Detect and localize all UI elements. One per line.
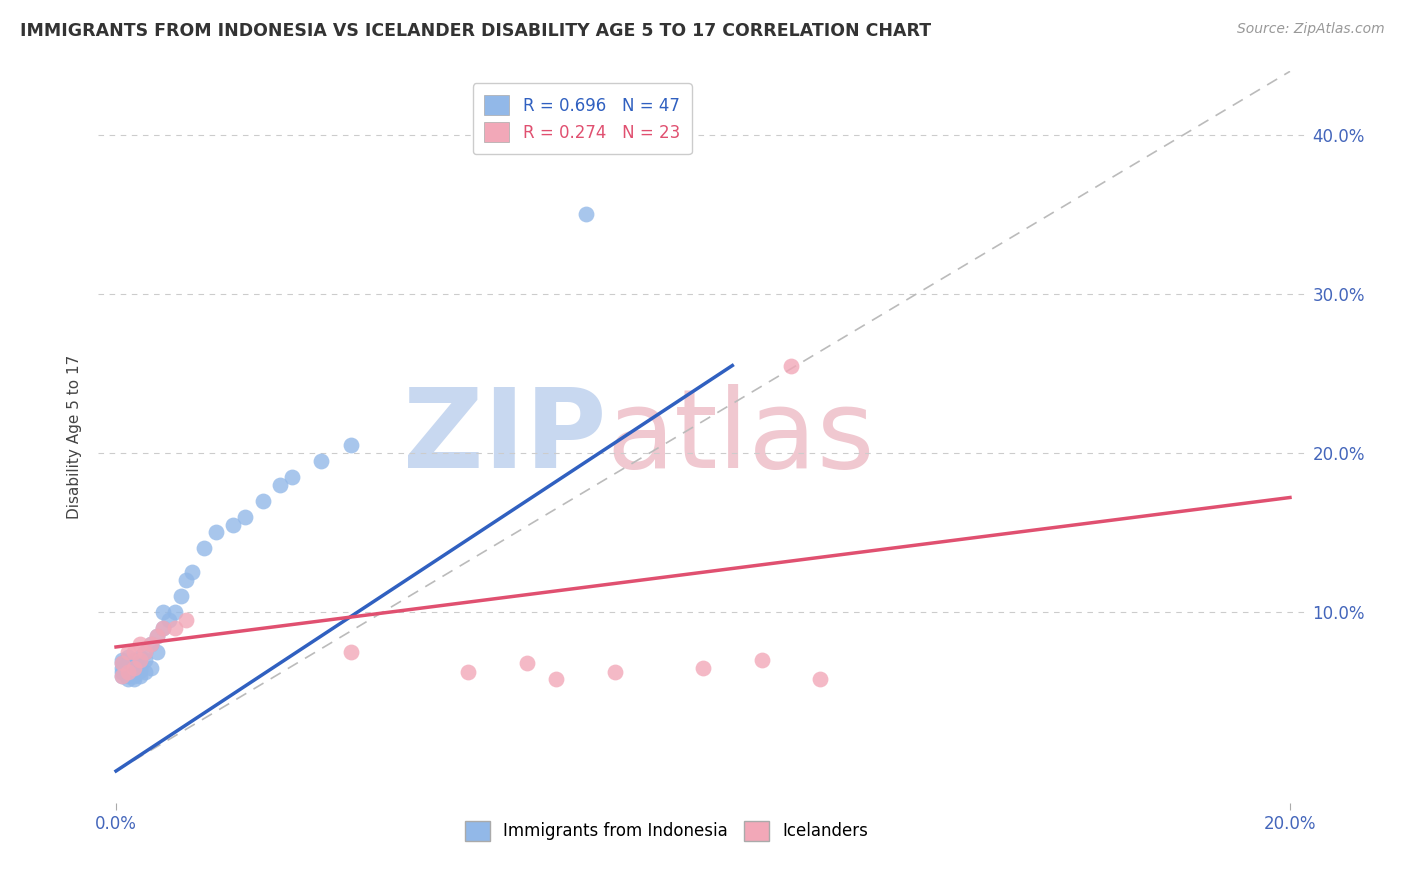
Point — [117, 665, 139, 680]
Point — [146, 629, 169, 643]
Point — [111, 660, 134, 674]
Point — [340, 438, 363, 452]
Point — [117, 657, 139, 672]
Point — [122, 665, 145, 680]
Point — [204, 525, 226, 540]
Point — [457, 665, 479, 680]
Point — [575, 207, 598, 221]
Point — [111, 656, 134, 670]
Point — [141, 660, 163, 674]
Point — [152, 605, 174, 619]
Point — [233, 509, 256, 524]
Point — [222, 517, 245, 532]
Point — [111, 668, 134, 682]
Point — [117, 649, 139, 664]
Text: atlas: atlas — [606, 384, 875, 491]
Point — [111, 665, 134, 680]
Point — [128, 653, 150, 667]
Point — [269, 477, 291, 491]
Point — [311, 454, 333, 468]
Point — [163, 621, 186, 635]
Point — [134, 645, 156, 659]
Text: Source: ZipAtlas.com: Source: ZipAtlas.com — [1237, 22, 1385, 37]
Point — [111, 668, 134, 682]
Point — [516, 656, 538, 670]
Point — [117, 645, 139, 659]
Point — [117, 660, 139, 674]
Point — [117, 665, 139, 680]
Point — [193, 541, 215, 556]
Point — [692, 660, 714, 674]
Legend: Immigrants from Indonesia, Icelanders: Immigrants from Indonesia, Icelanders — [457, 813, 877, 849]
Point — [146, 645, 169, 659]
Point — [141, 637, 163, 651]
Point — [128, 664, 150, 678]
Point — [111, 656, 134, 670]
Point — [128, 637, 150, 651]
Point — [122, 653, 145, 667]
Point — [122, 645, 145, 659]
Point — [122, 657, 145, 672]
Point — [134, 653, 156, 667]
Point — [603, 665, 626, 680]
Point — [122, 660, 145, 674]
Point — [152, 621, 174, 635]
Text: IMMIGRANTS FROM INDONESIA VS ICELANDER DISABILITY AGE 5 TO 17 CORRELATION CHART: IMMIGRANTS FROM INDONESIA VS ICELANDER D… — [20, 22, 931, 40]
Y-axis label: Disability Age 5 to 17: Disability Age 5 to 17 — [67, 355, 83, 519]
Point — [157, 613, 180, 627]
Text: ZIP: ZIP — [404, 384, 606, 491]
Point — [128, 656, 150, 670]
Point — [152, 621, 174, 635]
Point — [340, 645, 363, 659]
Point — [128, 660, 150, 674]
Point — [751, 653, 773, 667]
Point — [141, 637, 163, 651]
Point — [146, 629, 169, 643]
Point — [134, 665, 156, 680]
Point — [163, 605, 186, 619]
Point — [117, 656, 139, 670]
Point — [117, 672, 139, 686]
Point — [122, 668, 145, 682]
Point — [117, 668, 139, 682]
Point — [122, 660, 145, 674]
Point — [780, 359, 803, 373]
Point — [169, 589, 191, 603]
Point — [122, 672, 145, 686]
Point — [134, 645, 156, 659]
Point — [252, 493, 274, 508]
Point — [181, 566, 204, 580]
Point — [128, 649, 150, 664]
Point — [281, 470, 304, 484]
Point — [546, 672, 568, 686]
Point — [808, 672, 831, 686]
Point — [176, 613, 198, 627]
Point — [128, 668, 150, 682]
Point — [176, 573, 198, 587]
Point — [111, 653, 134, 667]
